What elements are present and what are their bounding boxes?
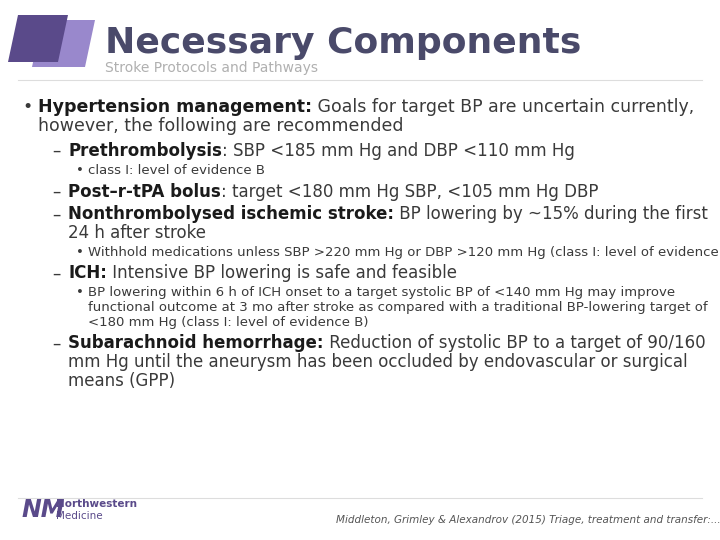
Text: Nonthrombolysed ischemic stroke:: Nonthrombolysed ischemic stroke: [68, 205, 394, 224]
Text: •: • [76, 246, 84, 259]
Text: Prethrombolysis: Prethrombolysis [68, 142, 222, 160]
Text: Subarachnoid hemorrhage:: Subarachnoid hemorrhage: [68, 334, 323, 353]
Text: –: – [52, 183, 60, 200]
Text: Stroke Protocols and Pathways: Stroke Protocols and Pathways [105, 61, 318, 75]
Text: Northwestern: Northwestern [56, 499, 137, 509]
Text: –: – [52, 142, 60, 160]
Text: however, the following are recommended: however, the following are recommended [38, 117, 403, 136]
Text: mm Hg until the aneurysm has been occluded by endovascular or surgical: mm Hg until the aneurysm has been occlud… [68, 353, 688, 371]
Text: Medicine: Medicine [56, 511, 103, 521]
Text: Withhold medications unless SBP >220 mm Hg or DBP >120 mm Hg (class I: level of : Withhold medications unless SBP >220 mm … [88, 246, 720, 259]
Text: : target <180 mm Hg SBP, <105 mm Hg DBP: : target <180 mm Hg SBP, <105 mm Hg DBP [221, 183, 598, 200]
Text: NM: NM [22, 498, 66, 522]
Text: class I: level of evidence B: class I: level of evidence B [88, 164, 265, 177]
Text: ICH:: ICH: [68, 265, 107, 282]
Text: –: – [52, 334, 60, 353]
Text: means (GPP): means (GPP) [68, 372, 175, 390]
Text: functional outcome at 3 mo after stroke as compared with a traditional BP-loweri: functional outcome at 3 mo after stroke … [88, 301, 708, 314]
Text: •: • [22, 98, 32, 116]
Text: <180 mm Hg (class I: level of evidence B): <180 mm Hg (class I: level of evidence B… [88, 315, 369, 329]
Text: Goals for target BP are uncertain currently,: Goals for target BP are uncertain curren… [312, 98, 694, 116]
Text: Necessary Components: Necessary Components [105, 26, 581, 60]
Text: Post–r-tPA bolus: Post–r-tPA bolus [68, 183, 221, 200]
Text: Middleton, Grimley & Alexandrov (2015) Triage, treatment and transfer:....: Middleton, Grimley & Alexandrov (2015) T… [336, 515, 720, 525]
Text: : SBP <185 mm Hg and DBP <110 mm Hg: : SBP <185 mm Hg and DBP <110 mm Hg [222, 142, 575, 160]
Text: •: • [76, 164, 84, 177]
Text: 24 h after stroke: 24 h after stroke [68, 224, 206, 242]
Text: Hypertension management:: Hypertension management: [38, 98, 312, 116]
Polygon shape [32, 20, 95, 67]
Text: •: • [76, 286, 84, 299]
Text: Reduction of systolic BP to a target of 90/160: Reduction of systolic BP to a target of … [323, 334, 705, 353]
Text: Intensive BP lowering is safe and feasible: Intensive BP lowering is safe and feasib… [107, 265, 457, 282]
Polygon shape [8, 15, 68, 62]
Text: –: – [52, 265, 60, 282]
Text: –: – [52, 205, 60, 224]
Text: BP lowering within 6 h of ICH onset to a target systolic BP of <140 mm Hg may im: BP lowering within 6 h of ICH onset to a… [88, 286, 675, 299]
Text: BP lowering by ~15% during the first: BP lowering by ~15% during the first [394, 205, 708, 224]
